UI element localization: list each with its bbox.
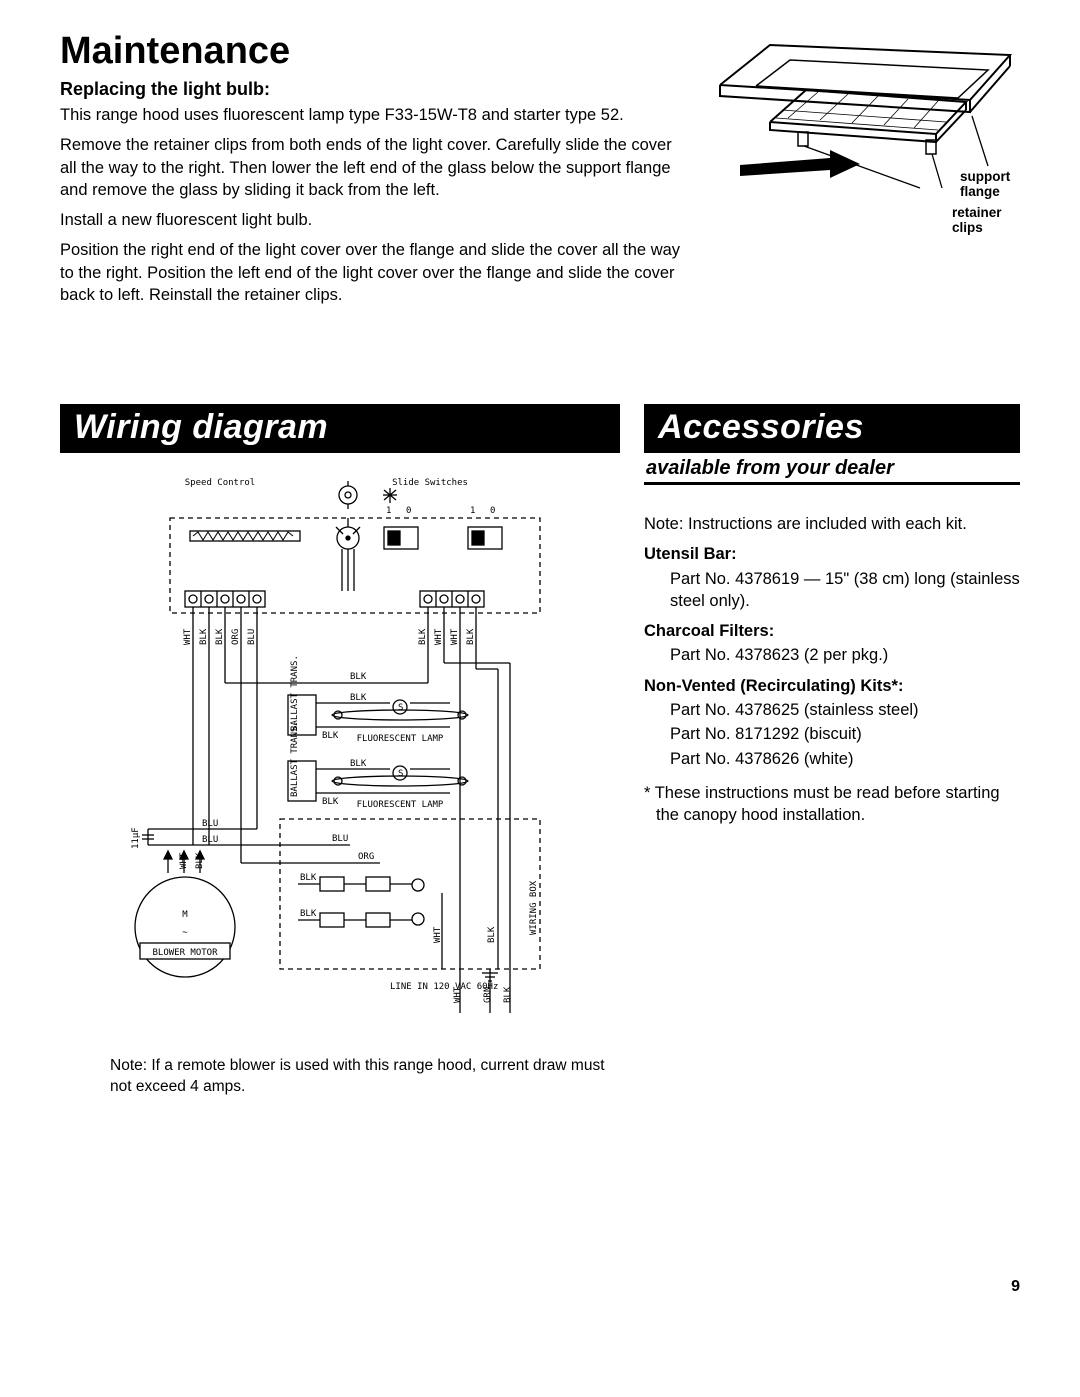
maintenance-section: Maintenance Replacing the light bulb: Th… bbox=[60, 30, 1020, 314]
maintenance-para2: Remove the retainer clips from both ends… bbox=[60, 134, 692, 201]
svg-text:WHT: WHT bbox=[450, 628, 460, 645]
accessory-label: Charcoal Filters: bbox=[644, 620, 1020, 642]
svg-text:0: 0 bbox=[490, 506, 495, 516]
maintenance-title: Maintenance bbox=[60, 30, 692, 73]
svg-text:BALLAST TRANS.: BALLAST TRANS. bbox=[290, 721, 300, 797]
svg-text:BLK: BLK bbox=[300, 873, 317, 883]
svg-text:BALLAST TRANS.: BALLAST TRANS. bbox=[290, 655, 300, 731]
maintenance-para4: Position the right end of the light cove… bbox=[60, 239, 692, 306]
svg-text:0: 0 bbox=[406, 506, 411, 516]
accessory-label: Utensil Bar: bbox=[644, 543, 1020, 565]
svg-text:BLU: BLU bbox=[202, 819, 218, 829]
svg-text:BLU: BLU bbox=[247, 629, 257, 645]
svg-text:WHT: WHT bbox=[434, 628, 444, 645]
figure-label-retainer: retainer clips bbox=[952, 206, 1012, 236]
accessory-detail: Part No. 4378625 (stainless steel) bbox=[670, 699, 1020, 721]
svg-text:BLK: BLK bbox=[322, 731, 339, 741]
maintenance-subtitle: Replacing the light bulb: bbox=[60, 79, 692, 100]
svg-text:BLK: BLK bbox=[418, 628, 428, 645]
accessories-subtitle: available from your dealer bbox=[644, 455, 1020, 485]
svg-text:BLK: BLK bbox=[350, 672, 367, 682]
svg-text:Speed Control: Speed Control bbox=[185, 478, 255, 488]
wiring-title: Wiring diagram bbox=[60, 404, 620, 453]
accessory-item: Utensil Bar: Part No. 4378619 — 15" (38 … bbox=[644, 543, 1020, 612]
accessory-detail: Part No. 4378619 — 15" (38 cm) long (sta… bbox=[670, 568, 1020, 613]
svg-text:~: ~ bbox=[182, 928, 188, 938]
svg-text:1: 1 bbox=[470, 506, 475, 516]
svg-text:BLU: BLU bbox=[332, 834, 348, 844]
svg-text:ORG: ORG bbox=[358, 852, 374, 862]
accessory-label: Non-Vented (Recirculating) Kits*: bbox=[644, 675, 1020, 697]
accessories-footnote: * These instructions must be read before… bbox=[644, 782, 1020, 827]
maintenance-para1: This range hood uses fluorescent lamp ty… bbox=[60, 104, 692, 126]
svg-text:BLK: BLK bbox=[466, 628, 476, 645]
accessories-section: Accessories available from your dealer N… bbox=[644, 404, 1020, 826]
svg-text:WHT: WHT bbox=[453, 986, 463, 1003]
wiring-diagram: Speed Control Slide Switches 1 0 1 0 bbox=[90, 473, 620, 1038]
svg-text:S: S bbox=[398, 769, 403, 779]
bulb-figure: support flange retainer clips bbox=[710, 30, 1020, 314]
svg-text:FLUORESCENT LAMP: FLUORESCENT LAMP bbox=[357, 800, 444, 810]
accessory-detail: Part No. 8171292 (biscuit) bbox=[670, 723, 1020, 745]
svg-text:BLK: BLK bbox=[322, 797, 339, 807]
accessories-title: Accessories bbox=[644, 404, 1020, 453]
wiring-section: Wiring diagram Speed Control Slide Switc… bbox=[60, 404, 620, 1098]
figure-label-support: support flange bbox=[960, 170, 1020, 200]
svg-text:WHT: WHT bbox=[183, 628, 193, 645]
svg-text:BLK: BLK bbox=[350, 693, 367, 703]
svg-text:ORG: ORG bbox=[231, 629, 241, 645]
svg-text:S: S bbox=[398, 703, 403, 713]
svg-text:BLK: BLK bbox=[350, 759, 367, 769]
page-number: 9 bbox=[60, 1278, 1020, 1296]
svg-text:BLK: BLK bbox=[199, 628, 209, 645]
accessory-item: Non-Vented (Recirculating) Kits*: Part N… bbox=[644, 675, 1020, 770]
svg-text:FLUORESCENT LAMP: FLUORESCENT LAMP bbox=[357, 734, 444, 744]
svg-text:GRN: GRN bbox=[483, 987, 493, 1003]
svg-text:M: M bbox=[182, 910, 188, 920]
svg-text:Slide Switches: Slide Switches bbox=[392, 478, 468, 488]
maintenance-para3: Install a new fluorescent light bulb. bbox=[60, 209, 692, 231]
svg-text:BLK: BLK bbox=[487, 926, 497, 943]
wiring-note: Note: If a remote blower is used with th… bbox=[110, 1056, 620, 1098]
accessories-note: Note: Instructions are included with eac… bbox=[644, 513, 1020, 535]
page: Maintenance Replacing the light bulb: Th… bbox=[0, 0, 1080, 1326]
svg-text:11µF: 11µF bbox=[131, 827, 141, 849]
svg-text:WIRING BOX: WIRING BOX bbox=[529, 880, 539, 935]
accessory-detail: Part No. 4378626 (white) bbox=[670, 748, 1020, 770]
accessory-item: Charcoal Filters: Part No. 4378623 (2 pe… bbox=[644, 620, 1020, 667]
svg-text:1: 1 bbox=[386, 506, 391, 516]
svg-text:BLOWER MOTOR: BLOWER MOTOR bbox=[152, 948, 218, 958]
svg-text:BLK: BLK bbox=[503, 986, 513, 1003]
svg-text:BLU: BLU bbox=[202, 835, 218, 845]
svg-text:BLK: BLK bbox=[300, 909, 317, 919]
svg-text:BLK: BLK bbox=[215, 628, 225, 645]
accessory-detail: Part No. 4378623 (2 per pkg.) bbox=[670, 644, 1020, 666]
